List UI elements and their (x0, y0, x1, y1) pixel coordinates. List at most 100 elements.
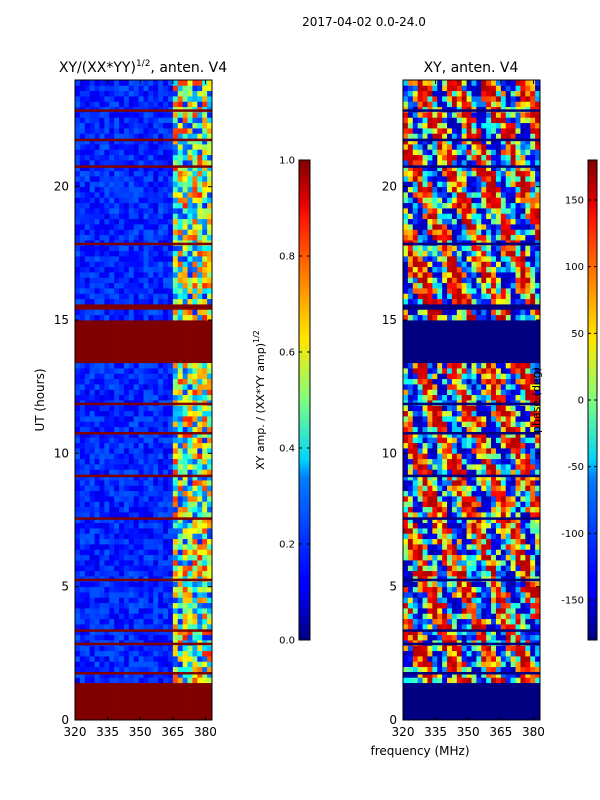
left-heatmap-cell (182, 469, 188, 476)
right-heatmap-cell (412, 586, 419, 593)
left-heatmap-cell (197, 186, 203, 193)
right-heatmap-cell (461, 458, 467, 465)
right-heatmap-cell (525, 426, 531, 433)
left-heatmap-cell (109, 218, 115, 225)
left-heatmap-cell (153, 533, 159, 540)
right-heatmap-cell (520, 506, 526, 513)
right-heatmap-cell (403, 538, 409, 545)
right-heatmap-cell (407, 480, 414, 486)
left-heatmap-cell (143, 176, 149, 182)
left-heatmap-cell (75, 693, 81, 700)
right-heatmap-cell (403, 442, 409, 449)
left-heatmap-cell (182, 384, 188, 390)
right-heatmap-cell (535, 432, 540, 438)
left-heatmap-cell (75, 624, 81, 630)
left-heatmap-cell (163, 714, 169, 720)
left-heatmap-cell (167, 128, 174, 134)
left-heatmap-cell (104, 469, 110, 476)
left-heatmap-cell (202, 448, 208, 454)
right-heatmap-cell (437, 618, 443, 625)
left-heatmap-cell (207, 581, 212, 588)
left-heatmap-cell (207, 368, 212, 374)
left-heatmap-cell (104, 410, 110, 417)
right-heatmap-cell (447, 464, 453, 470)
right-heatmap-cell (447, 469, 453, 476)
right-heatmap-cell (476, 517, 482, 524)
left-heatmap-cell (153, 464, 159, 470)
left-heatmap-cell (202, 458, 208, 465)
left-heatmap-cell (79, 197, 86, 204)
right-heatmap-cell (491, 432, 497, 438)
left-heatmap-cell (207, 613, 212, 620)
left-heatmap-cell (138, 666, 144, 673)
left-heatmap-cell (99, 629, 105, 636)
left-heatmap-cell (207, 394, 212, 401)
left-heatmap-cell (207, 256, 212, 262)
right-heatmap-cell (466, 464, 472, 470)
left-heatmap-cell (192, 698, 198, 705)
left-heatmap-cell (94, 688, 100, 694)
right-heatmap-cell (515, 645, 521, 652)
left-heatmap-cell (104, 256, 110, 262)
left-heatmap-cell (167, 181, 174, 188)
right-heatmap-cell (476, 661, 482, 668)
left-heatmap-cell (202, 112, 208, 118)
right-heatmap-cell (491, 522, 497, 529)
right-heatmap-cell (495, 554, 502, 561)
right-heatmap-cell (451, 565, 458, 572)
left-heatmap-cell (133, 352, 139, 358)
left-heatmap-cell (172, 485, 179, 492)
left-heatmap-cell (172, 581, 179, 588)
right-heatmap-cell (427, 560, 433, 566)
left-heatmap-cell (123, 346, 130, 353)
left-heatmap-cell (172, 458, 179, 465)
left-heatmap-cell (187, 389, 193, 396)
left-heatmap-cell (75, 197, 81, 204)
left-heatmap-cell (163, 666, 169, 673)
left-heatmap-cell (79, 453, 86, 460)
right-heatmap-cell (520, 656, 526, 662)
left-heatmap-cell (177, 464, 184, 470)
right-heatmap-cell (500, 565, 507, 572)
right-heatmap-cell (466, 677, 472, 684)
left-heatmap-cell (177, 645, 184, 652)
right-heatmap-cell (481, 704, 487, 710)
left-heatmap-cell (128, 597, 135, 604)
left-heatmap-cell (158, 304, 164, 310)
right-heatmap-cell (427, 522, 433, 529)
left-heatmap-cell (123, 512, 130, 518)
left-heatmap-cell (192, 597, 198, 604)
left-heatmap-cell (79, 192, 86, 198)
left-heatmap-cell (192, 656, 198, 662)
left-heatmap-cell (128, 176, 135, 182)
left-heatmap-cell (89, 666, 95, 673)
left-heatmap-cell (114, 704, 120, 710)
left-heatmap-cell (207, 144, 212, 150)
left-heatmap-cell (114, 613, 120, 620)
right-heatmap-cell (407, 453, 414, 460)
left-heatmap-cell (94, 602, 100, 609)
left-heatmap-cell (138, 389, 144, 396)
left-heatmap-cell (84, 320, 91, 326)
left-heatmap-cell (89, 352, 95, 358)
left-heatmap-cell (197, 666, 203, 673)
left-heatmap-cell (192, 373, 198, 380)
left-heatmap-cell (172, 533, 179, 540)
left-heatmap-cell (119, 645, 125, 652)
right-heatmap-cell (481, 544, 487, 550)
left-heatmap-cell (138, 224, 144, 230)
left-heatmap-cell (123, 288, 130, 294)
left-heatmap-cell (138, 362, 144, 369)
left-heatmap-cell (182, 554, 188, 561)
right-heatmap-cell (481, 437, 487, 444)
right-heatmap-cell (432, 538, 438, 545)
left-heatmap-cell (89, 128, 95, 134)
left-heatmap-cell (138, 138, 144, 145)
right-heatmap-cell (427, 528, 433, 534)
left-heatmap-cell (79, 138, 86, 145)
right-heatmap-cell (495, 602, 502, 609)
left-heatmap-flag-line-6 (75, 432, 212, 435)
left-heatmap-cell (207, 112, 212, 118)
left-heatmap-cell (153, 613, 159, 620)
left-heatmap-cell (138, 341, 144, 348)
